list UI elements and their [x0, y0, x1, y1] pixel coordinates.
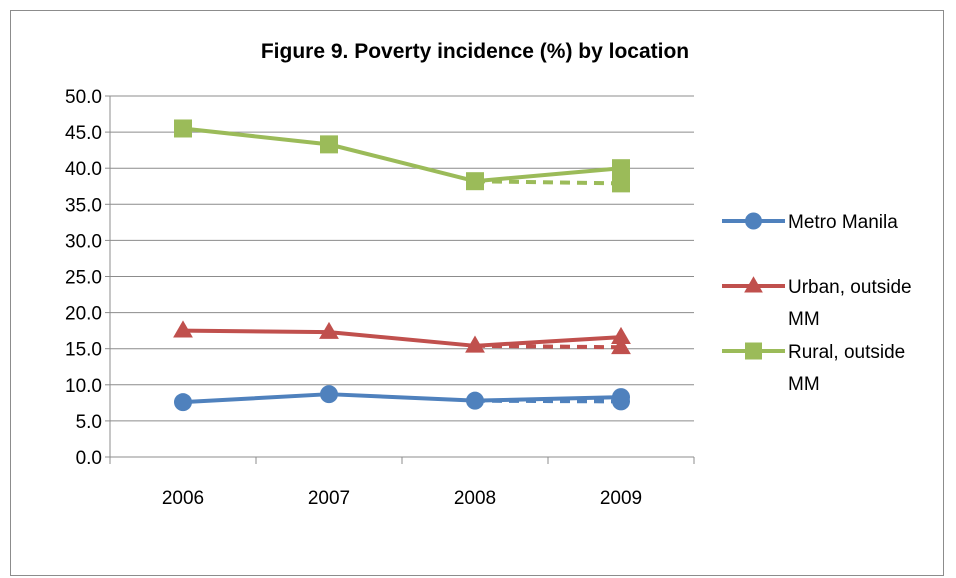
data-point: [173, 320, 193, 338]
y-tick-label: 45.0: [65, 123, 102, 144]
data-point: [466, 172, 484, 191]
data-point: [320, 135, 338, 154]
y-tick-label: 25.0: [65, 268, 102, 289]
chart-frame: [10, 10, 944, 576]
data-point: [611, 326, 631, 344]
y-axis-ticks: 0.0 5.0 10.0 15.0 20.0 25.0 30.0 35.0 40.0 45.0 50…: [65, 87, 102, 469]
legend-marker: [744, 276, 763, 293]
legend-label: MM: [788, 374, 820, 395]
data-point-alt: [611, 336, 631, 355]
legend-item: Metro Manila: [722, 212, 898, 233]
data-point: [174, 393, 192, 412]
legend-label: MM: [788, 309, 820, 330]
series-line: [182, 392, 622, 405]
chart-title: Figure 9. Poverty incidence (%) by locat…: [261, 40, 689, 63]
data-point: [319, 321, 339, 339]
data-point-alt: [612, 392, 630, 411]
y-tick-label: 35.0: [65, 195, 102, 216]
data-point: [320, 385, 338, 404]
series-line: [182, 328, 622, 348]
legend-label: Urban, outside: [788, 277, 912, 298]
series-square-line: [174, 119, 630, 193]
data-point: [465, 335, 485, 353]
legend-marker: [745, 342, 762, 360]
legend-label: Rural, outside: [788, 342, 905, 363]
legend-label: Metro Manila: [788, 212, 898, 233]
legend-marker: [745, 212, 762, 230]
y-tick-label: 10.0: [65, 376, 102, 397]
y-tick-label: 50.0: [65, 87, 102, 108]
data-point: [612, 159, 630, 178]
y-tick-label: 15.0: [65, 340, 102, 361]
series-alt-segment: [474, 179, 622, 186]
data-point: [174, 119, 192, 138]
x-tick-label: 2007: [308, 488, 350, 509]
gridlines: [110, 95, 694, 422]
x-tick-label: 2006: [162, 488, 204, 509]
y-tick-label: 20.0: [65, 304, 102, 325]
x-axis-ticks: 2006 2007 2008 2009: [162, 488, 642, 509]
series-triangle-line: [173, 320, 631, 355]
legend-item: Rural, outside MM: [722, 342, 905, 395]
plot-area: [173, 119, 631, 412]
data-point: [466, 391, 484, 410]
y-tick-label: 30.0: [65, 231, 102, 252]
data-point-alt: [612, 174, 630, 193]
series-line: [182, 126, 622, 184]
series-circle-line: [174, 385, 630, 412]
y-tick-label: 40.0: [65, 159, 102, 180]
legend-item: Urban, outside MM: [722, 276, 912, 330]
axes: [105, 95, 695, 464]
y-tick-label: 5.0: [76, 412, 102, 433]
x-tick-label: 2008: [454, 488, 496, 509]
x-tick-label: 2009: [600, 488, 642, 509]
y-tick-label: 0.0: [76, 448, 102, 469]
